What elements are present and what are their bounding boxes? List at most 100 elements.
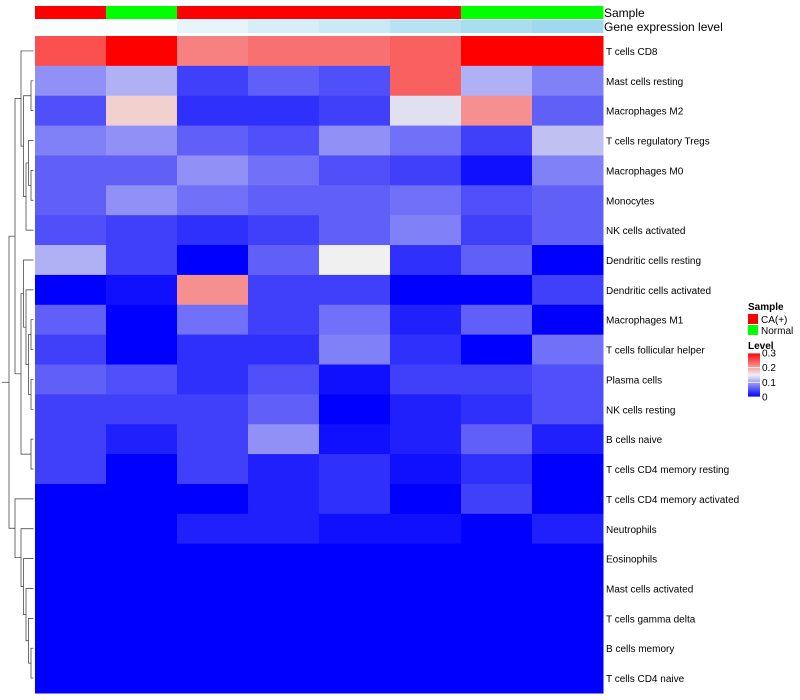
heatmap-cell <box>461 663 533 694</box>
heatmap-cell <box>106 394 178 425</box>
legend-label-normal: Normal <box>761 326 793 337</box>
heatmap-cell <box>319 65 391 97</box>
heatmap-cell <box>532 394 604 425</box>
heatmap-cell <box>177 543 249 575</box>
heatmap-cell <box>319 513 391 545</box>
heatmap-cell <box>35 215 107 246</box>
heatmap-cell <box>35 36 107 67</box>
expression-annotation-cell <box>390 20 462 33</box>
heatmap-cell <box>461 573 533 604</box>
heatmap-cell <box>319 155 391 186</box>
dendrogram-branch <box>30 170 34 201</box>
heatmap-cell <box>532 245 604 276</box>
row-label: T cells gamma delta <box>606 614 696 625</box>
heatmap-cell <box>177 245 249 276</box>
heatmap-cell <box>35 394 107 425</box>
legend-tick-label: 0.1 <box>762 378 776 389</box>
sample-annotation-cell <box>177 6 249 19</box>
heatmap-cell <box>177 573 249 604</box>
dendrogram-branch <box>30 379 34 410</box>
legend-swatch-normal <box>748 325 758 335</box>
row-labels: T cells CD8 Mast cells resting Macrophages… <box>606 47 739 685</box>
heatmap-cell <box>35 663 107 694</box>
row-label: Macrophages M0 <box>606 166 684 177</box>
heatmap-cell <box>532 215 604 246</box>
heatmap-cell <box>390 663 462 694</box>
heatmap-cell <box>319 245 391 276</box>
row-label: NK cells activated <box>606 226 685 237</box>
heatmap-cell <box>319 274 391 306</box>
expression-annotation-cell <box>106 20 178 33</box>
dendrogram-branch <box>30 319 34 350</box>
heatmap-cell <box>390 364 462 395</box>
heatmap-cell <box>35 125 107 156</box>
dendrogram-branch <box>25 588 34 642</box>
heatmap-cell <box>177 274 249 306</box>
heatmap-cell <box>390 483 462 515</box>
heatmap-cell <box>177 424 249 455</box>
heatmap-cell <box>390 245 462 276</box>
heatmap-cell <box>248 274 320 306</box>
heatmap-cell <box>319 543 391 575</box>
dendrogram-branch <box>23 558 34 615</box>
heatmap-cell <box>35 95 107 127</box>
heatmap-cell <box>106 483 178 515</box>
heatmap-cell <box>248 394 320 425</box>
heatmap-cell <box>461 603 533 634</box>
heatmap-cell <box>248 95 320 127</box>
heatmap-cell <box>248 364 320 395</box>
sample-annotation-cell <box>35 6 107 19</box>
row-label: NK cells resting <box>606 405 675 416</box>
heatmap-cell <box>390 95 462 127</box>
heatmap-cell <box>461 633 533 664</box>
heatmap-cell <box>35 543 107 575</box>
heatmap-cell <box>106 36 178 67</box>
row-label: T cells CD4 naive <box>606 674 685 685</box>
heatmap-cell <box>319 215 391 246</box>
heatmap-cell <box>177 36 249 67</box>
legend-level-colorbar <box>748 353 760 397</box>
row-label: Mast cells resting <box>606 77 683 88</box>
heatmap-cell <box>390 36 462 67</box>
dendrogram-branch <box>30 438 34 470</box>
heatmap-cell <box>319 454 391 485</box>
heatmap-cell <box>177 633 249 664</box>
heatmap-cell <box>35 304 107 336</box>
heatmap-cell <box>319 36 391 67</box>
heatmap-cell <box>390 633 462 664</box>
heatmap-cell <box>35 274 107 306</box>
heatmap-cell <box>248 155 320 186</box>
heatmap-cell <box>106 304 178 336</box>
heatmap-cell <box>461 304 533 336</box>
heatmap-cell <box>106 603 178 634</box>
heatmap-cell <box>390 65 462 97</box>
heatmap-cell <box>248 454 320 485</box>
dendrogram-branch <box>8 235 15 529</box>
heatmap-cell <box>532 633 604 664</box>
row-label: B cells naive <box>606 435 663 446</box>
sample-annotation-cell <box>461 6 533 19</box>
dendrogram-branch <box>14 498 34 559</box>
heatmap-cell <box>248 573 320 604</box>
heatmap-cell <box>248 334 320 365</box>
expression-annotation-cell <box>177 20 249 33</box>
heatmap-cell <box>106 663 178 694</box>
dendrogram-branch <box>25 162 34 231</box>
heatmap-cell <box>248 424 320 455</box>
heatmap-cell <box>177 603 249 634</box>
row-label: Macrophages M1 <box>606 316 684 327</box>
heatmap-cell <box>106 424 178 455</box>
heatmap-cell <box>461 483 533 515</box>
heatmap-cell <box>177 364 249 395</box>
sample-annotation-cell <box>532 6 604 19</box>
heatmap-cell <box>532 663 604 694</box>
heatmap-cell <box>461 454 533 485</box>
heatmap-cell <box>461 274 533 306</box>
heatmap-cell <box>390 513 462 545</box>
annotation-label-sample: Sample <box>604 6 645 20</box>
heatmap-cell <box>248 543 320 575</box>
heatmap-cell <box>319 95 391 127</box>
heatmap-cell <box>461 334 533 365</box>
row-label: T cells CD4 memory resting <box>606 465 729 476</box>
